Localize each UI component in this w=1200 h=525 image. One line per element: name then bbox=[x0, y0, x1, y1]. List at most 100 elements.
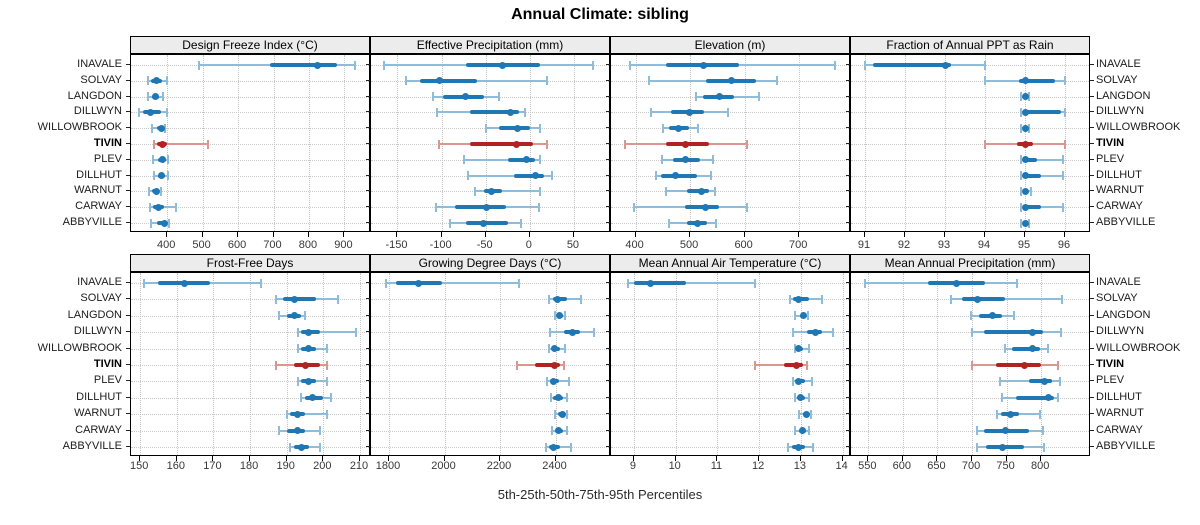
grid-line-vertical bbox=[344, 55, 346, 231]
grid-line-horizontal bbox=[131, 80, 369, 82]
whisker-cap-p5 bbox=[1020, 155, 1022, 165]
whisker-cap-p5 bbox=[551, 426, 554, 436]
grid-line-vertical bbox=[868, 273, 870, 455]
row-label-right: TIVIN bbox=[1096, 137, 1125, 149]
grid-line-vertical bbox=[573, 55, 575, 231]
whisker-cap-p5 bbox=[553, 409, 556, 419]
whisker-cap-p5 bbox=[792, 327, 795, 337]
median-dot bbox=[974, 295, 982, 303]
row-label-right: ABBYVILLE bbox=[1096, 440, 1156, 452]
panel-strip: Mean Annual Precipitation (mm) bbox=[850, 254, 1090, 272]
whisker-cap-p95 bbox=[564, 344, 567, 354]
row-tick-left bbox=[126, 282, 130, 283]
whisker-cap-p5 bbox=[649, 107, 652, 117]
median-dot bbox=[1021, 172, 1029, 180]
row-tick-right bbox=[1090, 190, 1094, 192]
row-tick-left bbox=[846, 143, 850, 144]
x-axis-tick-label: 500 bbox=[679, 239, 699, 251]
whisker-cap-p95 bbox=[697, 123, 700, 133]
row-tick-left bbox=[606, 298, 610, 300]
row-tick-right bbox=[1090, 174, 1094, 176]
panel-plot bbox=[370, 54, 610, 232]
whisker-cap-p5 bbox=[545, 442, 548, 452]
whisker-cap-p5 bbox=[383, 60, 386, 70]
median-dot bbox=[479, 219, 487, 227]
whisker-cap-p95 bbox=[1038, 409, 1041, 419]
grid-line-horizontal bbox=[611, 223, 849, 224]
x-axis-tick-label: 12 bbox=[752, 460, 765, 472]
median-dot bbox=[308, 394, 316, 402]
median-dot bbox=[549, 377, 557, 385]
x-axis-tick-label: 800 bbox=[298, 239, 318, 251]
panel-strip: Frost-Free Days bbox=[130, 254, 370, 272]
row-tick-right bbox=[1090, 206, 1094, 208]
whisker-cap-p5 bbox=[1020, 186, 1022, 196]
x-axis-tick bbox=[867, 456, 869, 461]
row-label-right: DILLWYN bbox=[1096, 105, 1145, 118]
row-tick-left bbox=[846, 127, 850, 129]
grid-line-vertical bbox=[308, 55, 310, 231]
x-axis-tick-label: 13 bbox=[793, 460, 807, 472]
grid-line-horizontal bbox=[611, 112, 849, 114]
row-tick-left bbox=[606, 380, 610, 382]
row-tick-left bbox=[126, 298, 130, 300]
x-axis-tick-label: 91 bbox=[857, 239, 871, 251]
whisker-cap-p5 bbox=[655, 171, 658, 181]
whisker-cap-p5 bbox=[198, 60, 201, 70]
grid-line-horizontal bbox=[611, 430, 849, 432]
whisker-cap-p95 bbox=[538, 123, 541, 133]
x-axis-tick-label: 2200 bbox=[486, 460, 512, 472]
x-axis-tick bbox=[443, 456, 445, 461]
whisker-cap-p95 bbox=[592, 60, 595, 70]
x-axis-tick bbox=[634, 232, 636, 237]
median-dot bbox=[155, 203, 163, 211]
x-axis-tick-label: 180 bbox=[239, 460, 259, 472]
whisker-cap-p95 bbox=[754, 278, 756, 288]
grid-line-horizontal bbox=[131, 365, 369, 366]
whisker-cap-p95 bbox=[163, 123, 166, 133]
row-label-left: ABBYVILLE bbox=[62, 216, 122, 228]
grid-line-horizontal bbox=[851, 223, 1089, 224]
x-axis-tick bbox=[175, 456, 177, 461]
median-dot bbox=[147, 108, 155, 116]
whisker-cap-p5 bbox=[467, 171, 470, 181]
whisker-cap-p5 bbox=[285, 409, 288, 419]
whisker-cap-p5 bbox=[1004, 344, 1007, 354]
whisker-cap-p95 bbox=[546, 139, 549, 149]
grid-line-horizontal bbox=[371, 397, 609, 399]
x-axis-tick bbox=[166, 232, 168, 237]
median-dot bbox=[1021, 203, 1029, 211]
median-dot bbox=[551, 361, 559, 369]
whisker-cap-p95 bbox=[832, 327, 835, 337]
x-axis-tick bbox=[798, 232, 800, 237]
interquartile-bar bbox=[469, 142, 534, 146]
whisker-cap-p95 bbox=[810, 409, 813, 419]
row-tick-left bbox=[606, 127, 610, 129]
grid-line-horizontal bbox=[611, 191, 849, 193]
grid-line-horizontal bbox=[851, 144, 1089, 145]
interquartile-bar bbox=[1019, 78, 1055, 83]
whisker-cap-p5 bbox=[995, 409, 998, 419]
x-axis-tick bbox=[901, 456, 903, 461]
median-dot bbox=[1021, 361, 1029, 369]
grid-line-horizontal bbox=[611, 348, 849, 350]
whisker-cap-p5 bbox=[794, 311, 797, 321]
interquartile-bar bbox=[534, 363, 561, 367]
row-tick-left bbox=[366, 380, 370, 382]
row-tick-left bbox=[366, 111, 370, 113]
row-tick-left bbox=[126, 380, 130, 382]
panel-strip: Design Freeze Index (°C) bbox=[130, 36, 370, 54]
whisker-cap-p95 bbox=[329, 393, 332, 403]
chart-title: Annual Climate: sibling bbox=[511, 6, 689, 23]
row-tick-left bbox=[846, 282, 850, 283]
median-dot bbox=[550, 345, 558, 353]
percentile-whisker-line bbox=[755, 364, 808, 366]
interquartile-bar bbox=[507, 157, 536, 162]
grid-line-vertical bbox=[633, 273, 635, 455]
row-label-right: WILLOWBROOK bbox=[1096, 341, 1181, 354]
whisker-cap-p5 bbox=[787, 442, 790, 452]
whisker-cap-p5 bbox=[863, 278, 866, 288]
median-dot bbox=[498, 61, 506, 69]
whisker-cap-p5 bbox=[969, 311, 972, 321]
percentile-whisker-line bbox=[475, 190, 541, 193]
